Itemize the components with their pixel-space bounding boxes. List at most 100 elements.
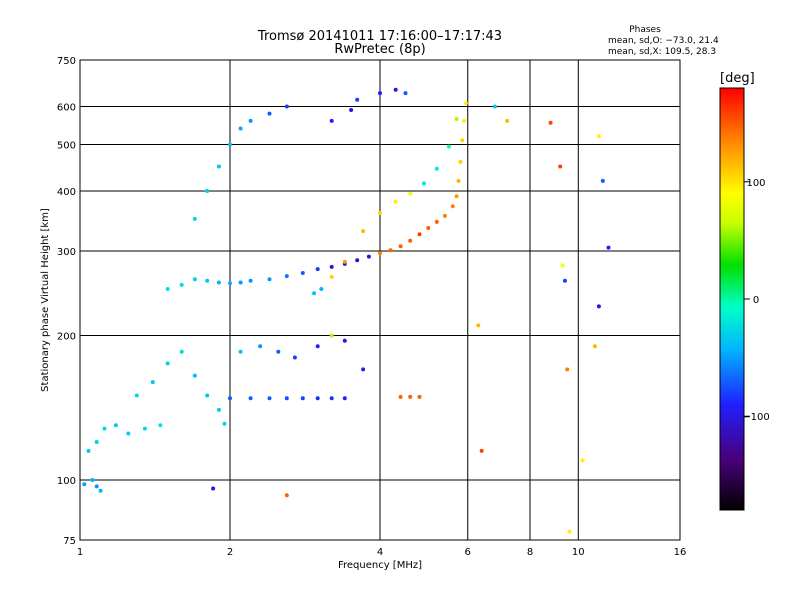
- phases-x-line: mean, sd,X: 109.5, 28.3: [608, 47, 716, 57]
- data-point: [442, 213, 447, 218]
- data-point: [165, 361, 170, 366]
- data-point: [388, 248, 393, 253]
- data-point: [361, 229, 366, 234]
- data-point: [355, 258, 360, 263]
- data-point: [267, 111, 272, 116]
- data-point: [142, 426, 147, 431]
- data-point: [315, 396, 320, 401]
- data-point: [82, 482, 87, 487]
- y-tick-label: 600: [57, 103, 76, 114]
- data-point: [558, 164, 563, 169]
- x-tick-label: 8: [527, 547, 533, 558]
- data-point: [417, 232, 422, 237]
- data-point: [606, 245, 611, 250]
- data-point: [319, 287, 324, 291]
- x-tick-label: 16: [674, 547, 687, 558]
- data-point: [408, 191, 413, 196]
- data-point: [179, 282, 184, 287]
- data-point: [329, 118, 334, 123]
- data-point: [312, 291, 317, 296]
- data-point: [300, 396, 305, 401]
- data-point: [205, 393, 210, 398]
- data-point: [248, 278, 253, 283]
- colorbar: [719, 87, 745, 511]
- data-point: [284, 493, 289, 498]
- data-point: [393, 199, 398, 204]
- data-point: [378, 251, 382, 256]
- data-point: [94, 440, 99, 444]
- phases-label: Phases: [629, 25, 661, 35]
- x-tick-label: 4: [377, 547, 383, 558]
- data-point: [342, 338, 347, 343]
- data-point: [342, 259, 347, 264]
- data-point: [228, 281, 232, 286]
- y-tick-label: 75: [63, 536, 76, 547]
- data-point: [398, 244, 403, 249]
- data-point: [408, 238, 413, 243]
- data-point: [134, 393, 139, 398]
- data-point: [426, 226, 431, 230]
- data-point: [205, 189, 210, 193]
- x-tick-label: 2: [227, 547, 233, 558]
- data-point: [222, 421, 227, 426]
- data-point: [102, 426, 107, 431]
- data-point: [284, 104, 289, 109]
- data-point: [126, 431, 131, 436]
- data-point: [580, 458, 585, 463]
- data-point: [86, 448, 91, 453]
- grid: [80, 60, 680, 540]
- data-point: [248, 118, 253, 123]
- data-point: [238, 126, 243, 131]
- colorbar-tick-label: 100: [746, 178, 765, 189]
- data-point: [248, 396, 253, 401]
- data-point: [592, 344, 597, 349]
- data-point: [228, 142, 232, 147]
- data-point: [329, 264, 334, 269]
- data-point: [446, 144, 451, 149]
- data-point: [276, 349, 281, 354]
- y-tick-label: 400: [57, 187, 76, 198]
- data-point: [596, 304, 601, 309]
- data-point: [434, 219, 439, 224]
- chart-subtitle: RwPretec (8p): [334, 42, 425, 57]
- data-point: [216, 164, 221, 169]
- x-tick-label: 10: [572, 547, 585, 558]
- data-point: [492, 104, 497, 109]
- y-tick-label: 300: [57, 247, 76, 258]
- data-points: [82, 87, 611, 534]
- x-axis-ticks: 1 2 4 6 8 10 16: [77, 547, 687, 558]
- data-point: [216, 407, 221, 412]
- data-point: [548, 120, 553, 125]
- y-axis-label: Stationary phase Virtual Height [km]: [40, 208, 51, 392]
- data-point: [238, 349, 243, 354]
- y-tick-label: 500: [57, 141, 76, 152]
- data-point: [329, 274, 334, 279]
- data-point: [596, 134, 601, 139]
- data-point: [456, 178, 461, 183]
- colorbar-ticks: 100 0 −100: [742, 178, 769, 423]
- data-point: [284, 396, 289, 401]
- data-point: [460, 138, 465, 143]
- data-point: [560, 263, 565, 268]
- data-point: [462, 118, 467, 123]
- data-point: [205, 278, 210, 283]
- data-point: [165, 287, 170, 291]
- data-point: [90, 478, 95, 482]
- data-point: [267, 396, 272, 401]
- x-axis-label: Frequency [MHz]: [338, 560, 422, 571]
- chart-title: Tromsø 20141011 17:16:00–17:17:43: [257, 29, 502, 44]
- y-tick-label: 750: [57, 56, 76, 67]
- data-point: [192, 277, 197, 282]
- data-point: [113, 423, 118, 428]
- data-point: [479, 448, 484, 453]
- data-point: [329, 396, 334, 401]
- data-point: [192, 373, 197, 378]
- data-point: [192, 216, 197, 221]
- data-point: [94, 484, 99, 489]
- data-point: [315, 344, 320, 349]
- data-point: [567, 529, 572, 534]
- data-point: [228, 396, 232, 401]
- x-tick-label: 1: [77, 547, 83, 558]
- data-point: [393, 87, 398, 92]
